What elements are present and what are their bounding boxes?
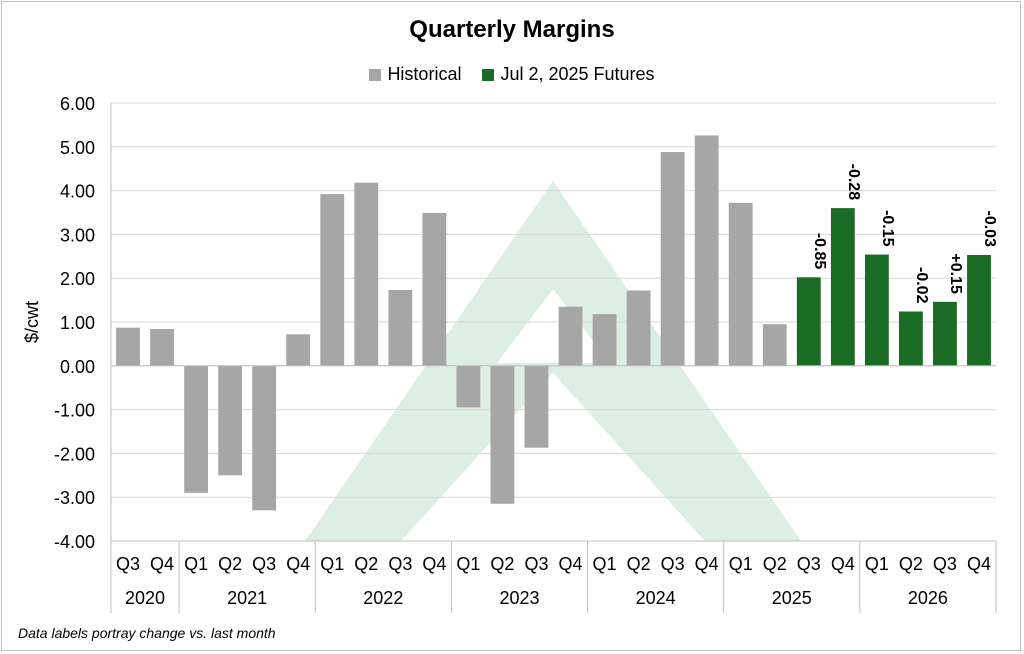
x-tick-label: Q3 [116,554,140,574]
y-tick-label: 5.00 [60,138,95,158]
y-tick-label: -3.00 [54,488,95,508]
y-tick-label: 6.00 [60,94,95,114]
x-tick-label: Q4 [967,554,991,574]
bar-historical [558,306,583,366]
bar-futures [864,254,889,366]
y-tick-label: 4.00 [60,182,95,202]
x-tick-label: Q3 [797,554,821,574]
bar-historical [456,365,481,408]
data-label: +0.15 [947,253,964,294]
x-tick-label: Q4 [422,554,446,574]
year-label: 2024 [636,588,676,608]
x-tick-label: Q2 [763,554,787,574]
legend-swatch-futures [482,68,495,81]
bar-historical [320,194,345,366]
bar-historical [592,314,617,366]
x-tick-label: Q3 [933,554,957,574]
data-label: -0.85 [811,233,828,270]
data-label: -0.02 [913,267,930,304]
legend-label-historical: Historical [387,64,462,84]
y-tick-label: -4.00 [54,532,95,552]
x-tick-label: Q3 [252,554,276,574]
year-label: 2023 [499,588,539,608]
x-tick-label: Q2 [218,554,242,574]
bar-futures [898,311,923,366]
x-tick-label: Q1 [729,554,753,574]
y-tick-label: 2.00 [60,269,95,289]
year-label: 2022 [363,588,403,608]
bar-historical [184,365,209,493]
x-tick-label: Q4 [286,554,310,574]
footnote: Data labels portray change vs. last mont… [18,625,276,641]
bar-historical [286,334,311,366]
year-label: 2026 [908,588,948,608]
bar-historical [660,152,685,366]
bar-historical [116,327,140,366]
year-label: 2021 [227,588,267,608]
bar-historical [354,182,379,366]
y-tick-label: 0.00 [60,357,95,377]
x-tick-label: Q2 [490,554,514,574]
data-label: -0.03 [981,211,998,248]
bar-historical [626,290,651,366]
x-tick-label: Q1 [320,554,344,574]
y-tick-label: -2.00 [54,444,95,464]
year-label: 2020 [125,588,165,608]
x-tick-label: Q3 [524,554,548,574]
legend-label-futures: Jul 2, 2025 Futures [500,64,655,84]
y-tick-label: -1.00 [54,401,95,421]
data-label: -0.15 [879,210,896,247]
y-axis-label: $/cwt [22,301,42,343]
legend-swatch-historical [369,68,382,81]
bar-historical [388,290,413,366]
x-tick-label: Q2 [627,554,651,574]
data-label: -0.28 [845,164,862,201]
bar-historical [762,324,787,366]
chart-title: Quarterly Margins [409,16,615,43]
x-tick-label: Q2 [354,554,378,574]
bar-futures [967,254,991,366]
bar-historical [728,202,753,366]
x-tick-label: Q4 [150,554,174,574]
x-tick-label: Q1 [593,554,617,574]
bar-futures [933,301,957,366]
bar-historical [150,329,174,366]
bar-historical [422,212,447,366]
bar-historical [524,365,549,448]
bar-futures [830,208,855,366]
x-tick-label: Q1 [456,554,480,574]
year-label: 2025 [772,588,812,608]
bar-futures [796,277,821,366]
x-tick-label: Q1 [865,554,889,574]
bar-historical [252,365,277,511]
y-tick-label: 1.00 [60,313,95,333]
x-tick-label: Q3 [661,554,685,574]
x-tick-label: Q4 [559,554,583,574]
x-tick-label: Q4 [831,554,855,574]
bar-historical [490,365,515,504]
x-tick-label: Q2 [899,554,923,574]
x-tick-label: Q4 [695,554,719,574]
y-tick-label: 3.00 [60,225,95,245]
chart-legend: Historical Jul 2, 2025 Futures [0,64,1024,86]
legend-item-historical: Historical [369,64,461,85]
x-tick-label: Q1 [184,554,208,574]
bar-historical [218,365,243,476]
x-tick-label: Q3 [388,554,412,574]
legend-item-futures: Jul 2, 2025 Futures [482,64,655,85]
bar-historical [694,135,719,366]
